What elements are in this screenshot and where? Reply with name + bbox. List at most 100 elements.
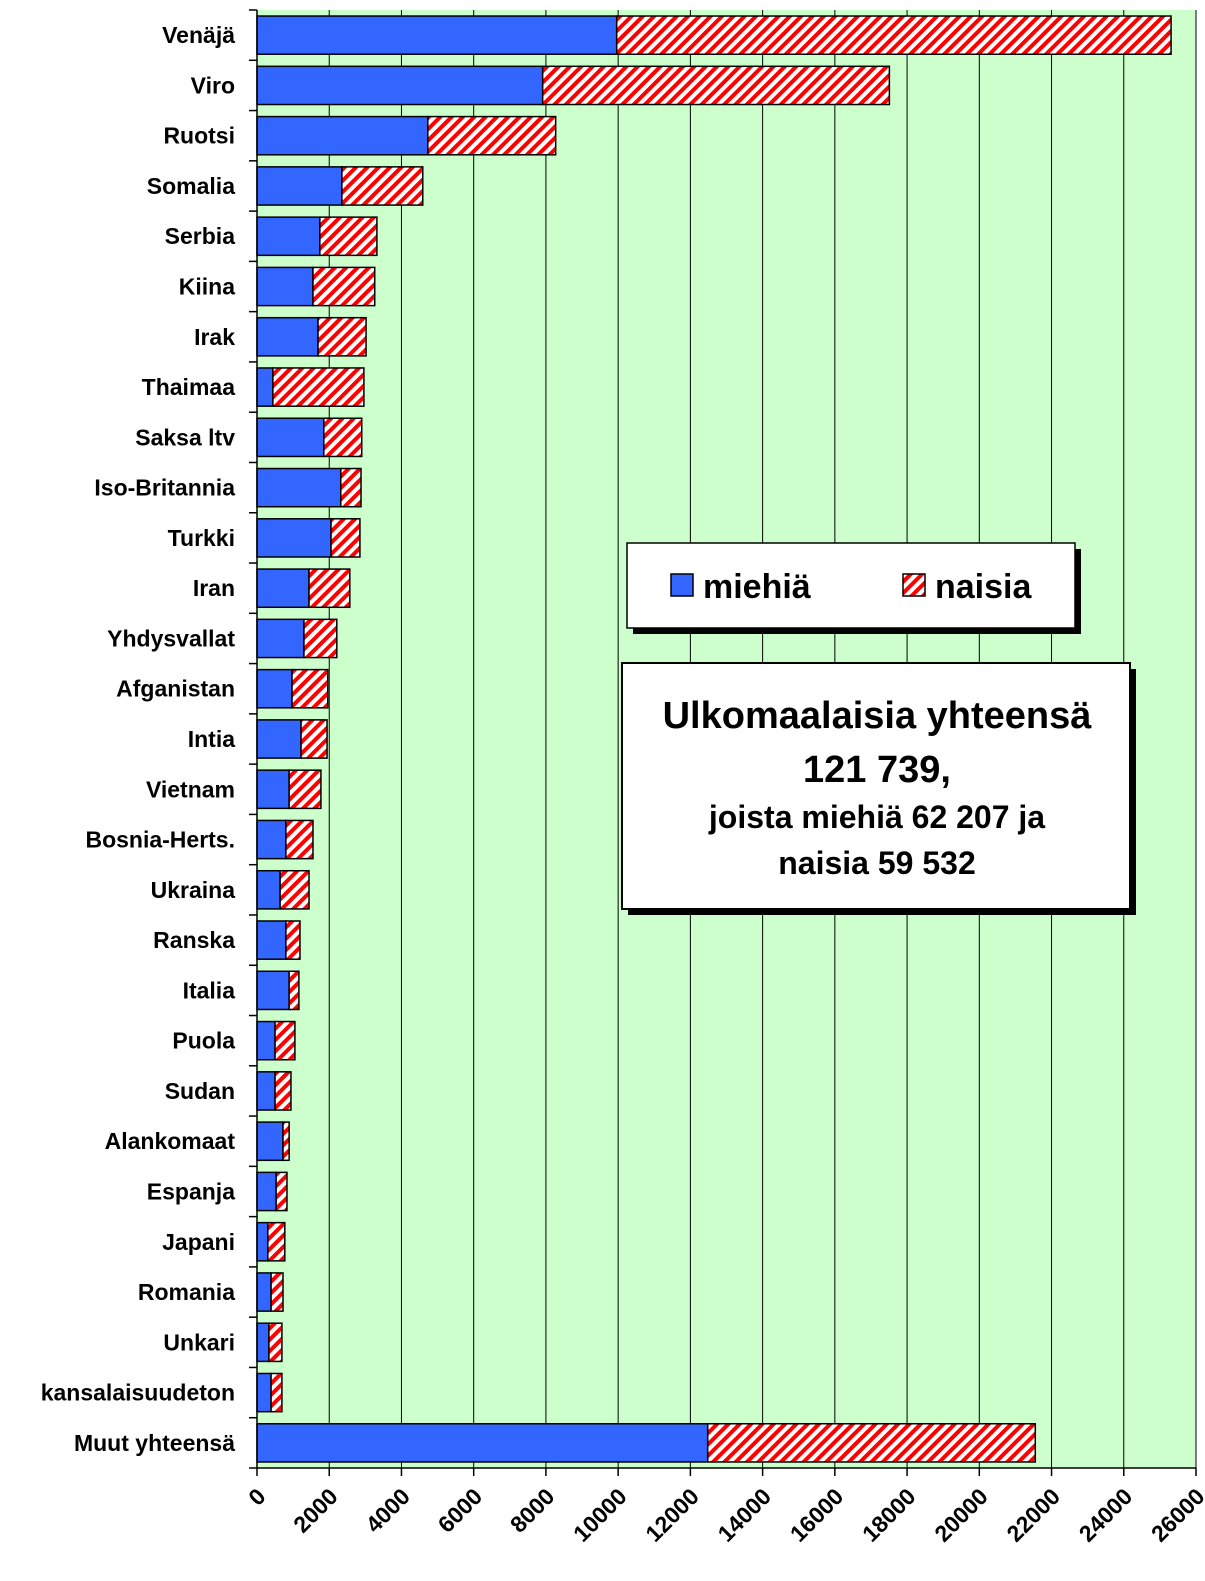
y-tick-label: Ukraina xyxy=(151,877,236,903)
bar xyxy=(268,1322,283,1363)
bar xyxy=(256,518,332,558)
bar xyxy=(291,668,329,709)
annotation-line: Ulkomaalaisia yhteensä xyxy=(663,695,1093,737)
bar xyxy=(256,1272,272,1312)
bar xyxy=(285,920,301,960)
y-tick-label: Iso-Britannia xyxy=(94,475,235,501)
x-tick-label: 20000 xyxy=(929,1483,993,1547)
legend-label: miehiä xyxy=(703,568,811,606)
bar xyxy=(256,618,305,659)
y-tick-label: Viro xyxy=(191,72,235,98)
y-tick-label: Vietnam xyxy=(146,776,235,802)
bar xyxy=(285,819,314,860)
y-tick-label: Iran xyxy=(193,575,235,601)
y-tick-label: Italia xyxy=(183,977,236,1003)
legend-swatch xyxy=(670,573,694,597)
x-tick-label: 24000 xyxy=(1074,1483,1138,1547)
bar xyxy=(275,1171,288,1212)
bar xyxy=(340,467,362,508)
bar xyxy=(341,166,424,206)
y-tick-label: Espanja xyxy=(147,1178,235,1204)
y-tick-label: Muut yhteensä xyxy=(74,1430,235,1456)
x-tick-label: 6000 xyxy=(433,1483,488,1538)
bar xyxy=(312,266,376,307)
y-tick-label: Turkki xyxy=(168,525,235,551)
bar xyxy=(303,618,338,659)
bar xyxy=(274,1020,296,1061)
y-tick-label: Somalia xyxy=(147,173,235,199)
bar xyxy=(256,769,290,810)
bar xyxy=(330,518,361,558)
y-tick-label: Alankomaat xyxy=(105,1128,236,1154)
y-tick-label: Ranska xyxy=(153,927,235,953)
x-tick-label: 4000 xyxy=(360,1483,415,1538)
y-tick-label: Ruotsi xyxy=(163,123,235,149)
bar xyxy=(256,920,287,960)
bar xyxy=(288,769,322,810)
y-tick-label: Venäjä xyxy=(162,22,235,48)
y-tick-label: Yhdysvallat xyxy=(107,625,235,651)
y-tick-label: Japani xyxy=(162,1229,235,1255)
bar xyxy=(256,266,314,307)
bar xyxy=(256,1071,276,1111)
bar xyxy=(256,1121,284,1162)
bar xyxy=(256,970,290,1011)
bar xyxy=(317,316,367,357)
bar xyxy=(256,1221,269,1262)
bar xyxy=(270,1272,284,1312)
bar xyxy=(256,568,310,609)
bar xyxy=(256,819,287,860)
bar xyxy=(256,1372,272,1413)
x-tick-label: 16000 xyxy=(785,1483,849,1547)
y-tick-label: Sudan xyxy=(165,1078,235,1104)
bar xyxy=(256,367,274,407)
y-tick-label: Afganistan xyxy=(116,676,235,702)
bar xyxy=(256,115,429,156)
bar xyxy=(615,15,1172,55)
x-tick-label: 12000 xyxy=(640,1483,704,1547)
bar xyxy=(270,1372,283,1413)
annotation: Ulkomaalaisia yhteensä 121 739, joista mie… xyxy=(621,662,1136,915)
bar xyxy=(256,1020,276,1061)
bar xyxy=(256,65,544,106)
bar xyxy=(256,1423,709,1463)
y-tick-label: kansalaisuudeton xyxy=(41,1380,235,1406)
legend-label: naisia xyxy=(935,568,1032,606)
bar xyxy=(319,216,378,257)
bar xyxy=(427,115,557,156)
bar xyxy=(267,1221,286,1262)
bar xyxy=(274,1071,292,1111)
x-tick-label: 14000 xyxy=(713,1483,777,1547)
y-tick-label: Saksa ltv xyxy=(135,424,235,450)
y-tick-label: Unkari xyxy=(163,1329,235,1355)
bar xyxy=(256,869,281,910)
bar xyxy=(256,316,319,357)
bar xyxy=(272,367,365,407)
y-tick-label: Serbia xyxy=(165,223,236,249)
bar xyxy=(279,869,310,910)
bar xyxy=(706,1423,1037,1463)
bar xyxy=(256,216,321,257)
bar xyxy=(256,467,342,508)
y-tick-label: Kiina xyxy=(179,274,235,300)
bar xyxy=(256,668,293,709)
annotation-line: 121 739, xyxy=(803,749,951,791)
y-tick-label: Irak xyxy=(194,324,235,350)
bar xyxy=(256,15,618,55)
bar xyxy=(300,719,328,759)
bar xyxy=(256,1322,270,1363)
bar xyxy=(256,1171,277,1212)
annotation-box xyxy=(621,662,1131,910)
y-tick-label: Thaimaa xyxy=(142,374,236,400)
x-tick-label: 26000 xyxy=(1146,1483,1205,1547)
legend: miehiä naisia xyxy=(626,542,1081,634)
y-tick-label: Intia xyxy=(188,726,235,752)
x-tick-label: 2000 xyxy=(288,1483,343,1538)
bar xyxy=(541,65,891,106)
bar xyxy=(323,417,363,458)
y-tick-label: Puola xyxy=(172,1028,235,1054)
y-tick-label: Romania xyxy=(138,1279,235,1305)
x-tick-label: 22000 xyxy=(1001,1483,1065,1547)
legend-box xyxy=(626,542,1076,629)
